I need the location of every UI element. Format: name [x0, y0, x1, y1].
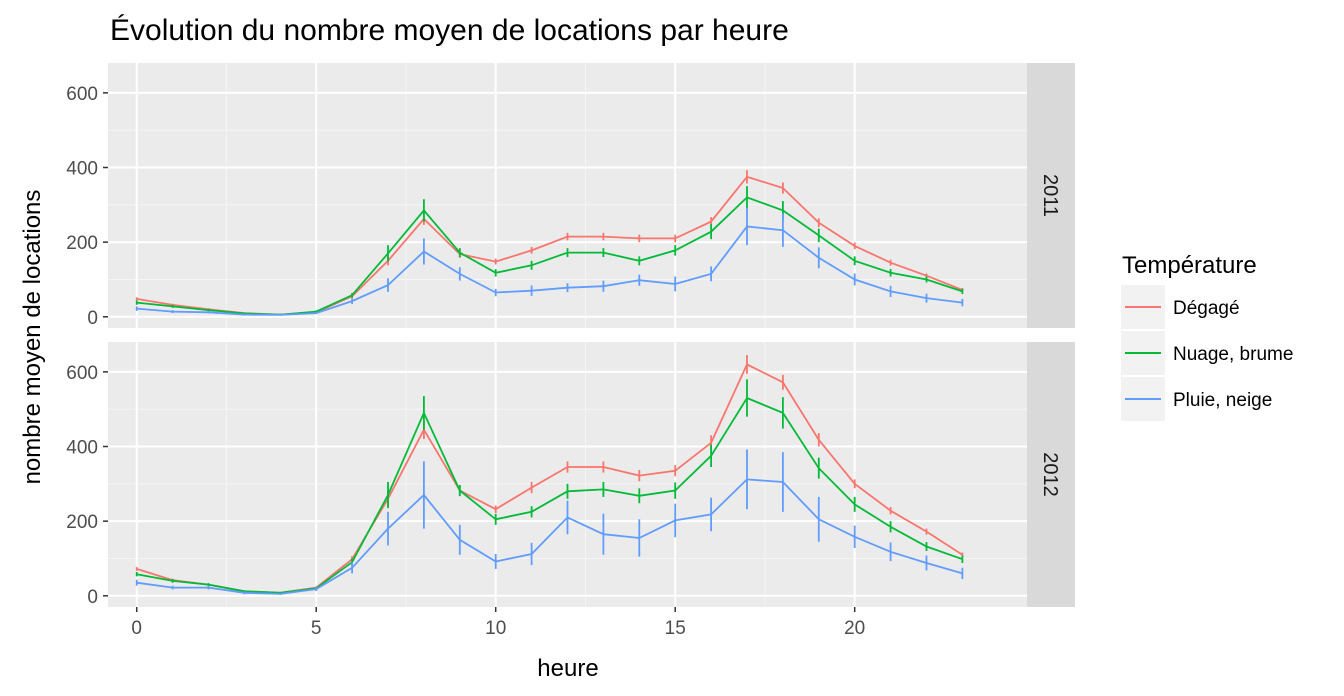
- legend: Température Dégagé Nuage, brume Pluie, nei…: [1121, 252, 1293, 421]
- panel-2012-series-nuage-brume: [135, 379, 964, 594]
- series-pluie-neige-line: [136, 478, 963, 595]
- y-tick-label: 0: [87, 587, 98, 608]
- y-tick-label: 0: [87, 308, 98, 329]
- x-tick-label: 5: [311, 618, 322, 639]
- y-tick-label: 600: [66, 363, 98, 384]
- x-tick-label: 10: [485, 618, 506, 639]
- y-tick-label: 200: [66, 233, 98, 254]
- x-tick-label: 20: [844, 618, 865, 639]
- legend-label: Pluie, neige: [1173, 390, 1272, 411]
- x-axis-label: heure: [537, 655, 598, 682]
- x-tick-label: 0: [131, 618, 142, 639]
- legend-item-nuage-brume: Nuage, brume: [1121, 331, 1293, 375]
- panel-2011-strip: [1027, 63, 1075, 328]
- panels-group: 0 200 400 600 2011 0 200 400 600 2012 0 5 10 15 20: [66, 63, 1075, 639]
- panel-2012-strip-label: 2012: [1039, 452, 1061, 497]
- legend-label: Dégagé: [1173, 298, 1240, 319]
- panel-2012: 0 200 400 600 2012: [66, 342, 1075, 608]
- series-pluie-neige-line: [136, 225, 963, 316]
- legend-item-pluie-neige: Pluie, neige: [1121, 377, 1272, 421]
- panel-2011-series-pluie-neige: [135, 207, 964, 316]
- legend-title: Température: [1122, 252, 1257, 279]
- panel-2011: 0 200 400 600 2011: [66, 63, 1075, 329]
- panel-2011-strip-label: 2011: [1039, 174, 1061, 217]
- legend-item-degage: Dégagé: [1121, 285, 1240, 329]
- y-tick-label: 200: [66, 512, 98, 533]
- panel-2012-background: [108, 342, 1027, 607]
- y-tick-label: 400: [66, 438, 98, 459]
- y-tick-label: 600: [66, 84, 98, 105]
- chart-title: Évolution du nombre moyen de locations p…: [110, 14, 789, 47]
- series-nuage-brume-line: [136, 396, 963, 594]
- x-axis: 0 5 10 15 20: [131, 607, 865, 639]
- y-axis-label: nombre moyen de locations: [19, 190, 46, 485]
- legend-label: Nuage, brume: [1173, 344, 1293, 365]
- panel-2012-series-pluie-neige: [135, 449, 964, 596]
- panel-2012-strip: [1027, 342, 1075, 607]
- y-tick-label: 400: [66, 159, 98, 180]
- x-tick-label: 15: [665, 618, 686, 639]
